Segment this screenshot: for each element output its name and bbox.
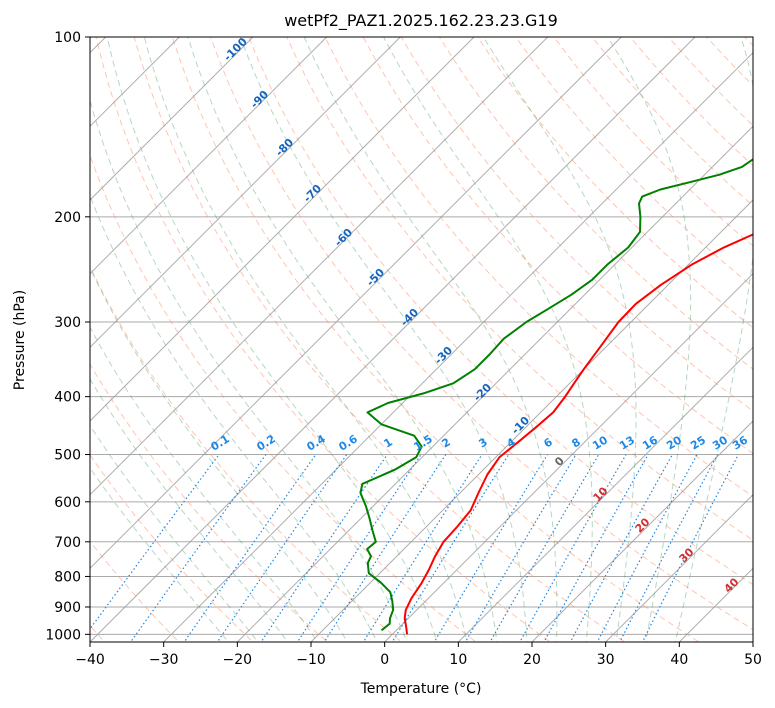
mixing-ratio-line (391, 454, 510, 642)
x-tick-label: −20 (223, 652, 253, 668)
y-axis-ticks: 100 200 300 400 500 600 700 800 900 1000 (45, 30, 90, 643)
isotherm (457, 346, 753, 642)
temperature-line (403, 233, 753, 635)
isotherm (90, 37, 696, 642)
dry-adiabat (90, 453, 254, 642)
plot-background (90, 37, 753, 642)
isotherm (90, 37, 622, 570)
moist-adiabat (674, 37, 753, 642)
y-tick-label: 1000 (45, 627, 81, 643)
x-tick-label: 30 (597, 652, 615, 668)
moist-adiabat (90, 326, 319, 642)
x-tick-label: −40 (75, 652, 105, 668)
mixing-ratio-line (362, 454, 483, 642)
isotherm (90, 37, 328, 275)
isotherm (310, 199, 753, 642)
moist-adiabat (383, 37, 593, 642)
moist-adiabat (143, 37, 468, 642)
mixing-ratio-line (464, 454, 577, 642)
moist-adiabat (90, 194, 378, 642)
moist-adiabat (90, 266, 348, 642)
mixing-ratio-line (619, 454, 719, 642)
moist-adiabat (90, 424, 259, 642)
isotherm (163, 51, 753, 642)
moist-adiabat (482, 37, 637, 642)
isotherm (90, 37, 549, 496)
dry-adiabat (515, 37, 753, 288)
y-tick-label: 400 (54, 390, 81, 406)
dewpoint-line (359, 158, 753, 632)
x-tick-label: −30 (149, 652, 179, 668)
background-lines (90, 37, 753, 642)
y-tick-label: 100 (54, 30, 81, 46)
mixing-ratio-line (596, 454, 698, 642)
mixing-ratio-line (90, 454, 220, 630)
x-axis-label: Temperature (°C) (360, 681, 482, 697)
profile-lines (359, 158, 753, 635)
dry-adiabat (90, 363, 329, 642)
y-tick-label: 300 (54, 315, 81, 331)
x-tick-label: 40 (670, 652, 688, 668)
dry-adiabat (90, 265, 403, 642)
mixing-ratio-line (260, 454, 388, 642)
y-tick-label: 700 (54, 535, 81, 551)
y-axis-label: Pressure (hPa) (12, 290, 28, 390)
isotherm (90, 37, 401, 349)
y-tick-label: 800 (54, 569, 81, 585)
moist-adiabat (106, 37, 438, 642)
y-tick-label: 900 (54, 600, 81, 616)
moist-adiabat (239, 37, 528, 642)
y-tick-label: 600 (54, 495, 81, 511)
x-tick-label: −10 (296, 652, 326, 668)
mixing-ratio-line (216, 454, 348, 642)
isotherm (90, 37, 475, 422)
dry-adiabat (171, 37, 700, 642)
dry-adiabat (324, 37, 753, 498)
isotherm (90, 37, 254, 201)
mixing-ratio-line (296, 454, 422, 642)
isotherm (236, 125, 753, 642)
x-tick-label: 50 (744, 652, 762, 668)
moist-adiabat (607, 37, 692, 642)
isotherm (384, 272, 753, 642)
moist-adiabat (90, 467, 229, 642)
mixing-ratio-line (433, 454, 549, 642)
y-tick-label: 500 (54, 448, 81, 464)
x-tick-label: 0 (380, 652, 389, 668)
x-tick-label: 10 (449, 652, 467, 668)
chart-title: wetPf2_PAZ1.2025.162.23.23.G19 (284, 11, 558, 31)
dry-adiabat (210, 37, 753, 631)
x-axis-ticks: −40 −30 −20 −10 0 10 20 30 40 50 (75, 642, 762, 668)
isotherm (531, 420, 753, 642)
dry-adiabat (95, 37, 552, 642)
moist-adiabat (303, 37, 558, 642)
moist-adiabat (187, 37, 498, 642)
dry-adiabat (133, 37, 626, 642)
mixing-ratio-line (323, 454, 447, 642)
plot-frame (89, 36, 754, 643)
x-tick-label: 20 (523, 652, 541, 668)
dry-adiabat (248, 37, 753, 586)
mixing-ratio-line (569, 454, 673, 642)
dry-adiabat (286, 37, 753, 541)
isotherm (605, 493, 753, 642)
moist-adiabat (90, 378, 289, 642)
y-tick-label: 200 (54, 210, 81, 226)
mixing-ratio-line (183, 454, 317, 642)
mixing-ratio-line (129, 454, 267, 642)
isotherm (752, 641, 753, 642)
